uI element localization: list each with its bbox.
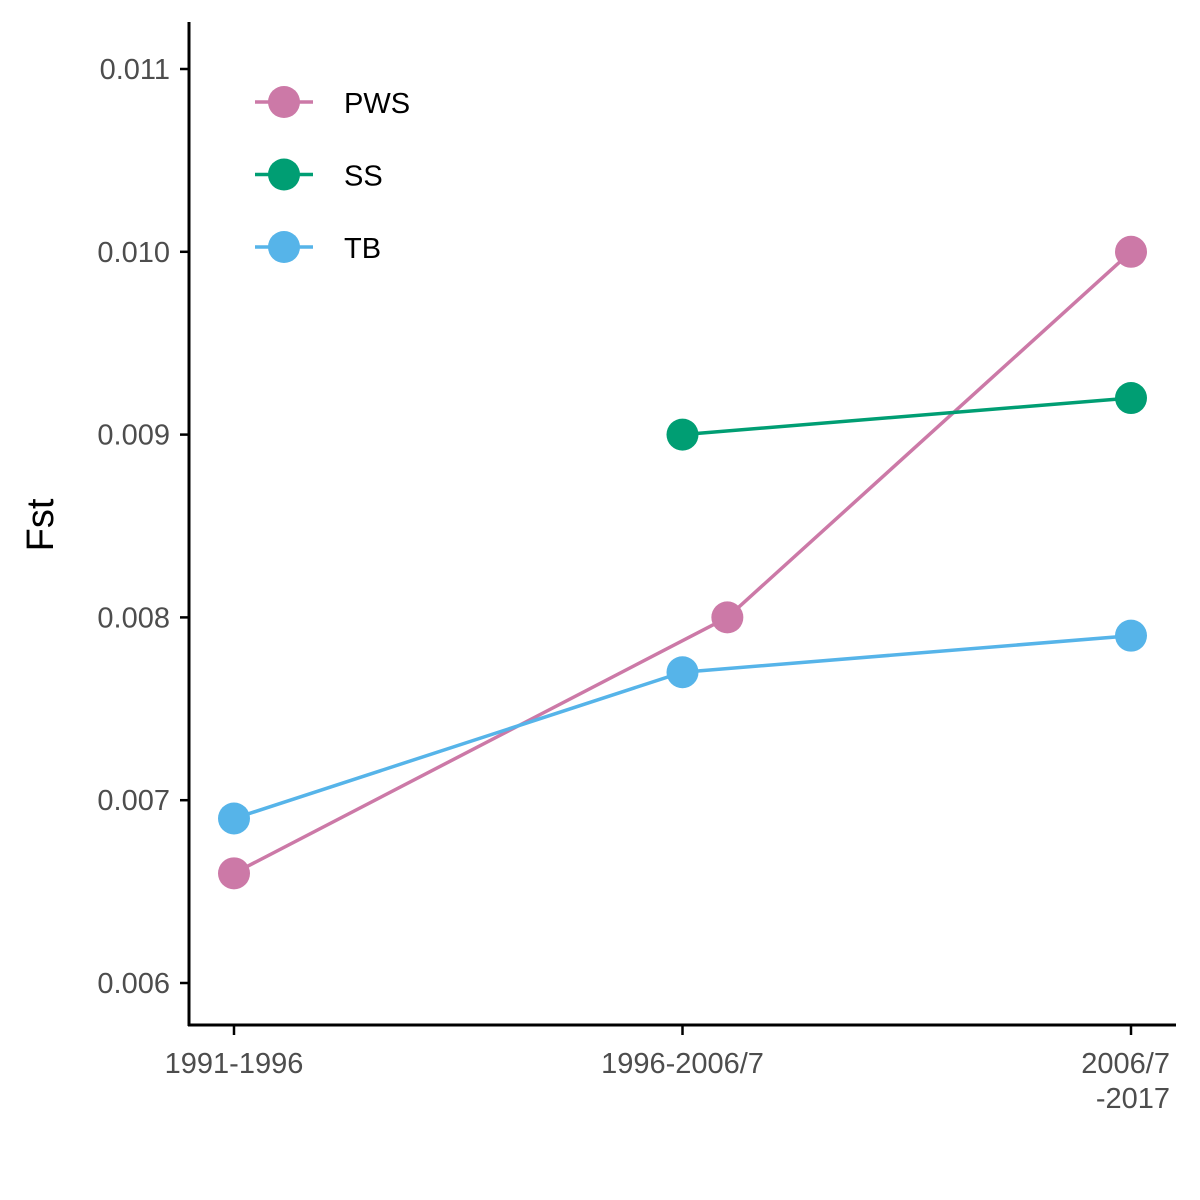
legend-label-ss: SS (344, 161, 383, 193)
series-points (218, 235, 1147, 890)
legend-key-point (268, 231, 300, 263)
legend-label-pws: PWS (344, 88, 410, 120)
x-tick-label: 1996-2006/7 (601, 1048, 764, 1080)
x-tick-label: 1991-1996 (165, 1048, 304, 1080)
series-lines (233, 250, 1133, 875)
data-point-pws (1115, 235, 1147, 268)
data-point-pws (711, 601, 744, 634)
y-tick-label: 0.009 (97, 420, 170, 452)
data-point-tb (666, 656, 699, 689)
y-tick-label: 0.010 (97, 237, 170, 269)
y-axis-title: Fst (20, 498, 62, 551)
series-line-pws (233, 250, 1133, 875)
data-point-tb (218, 802, 250, 835)
data-point-tb (1115, 619, 1147, 652)
y-tick-label: 0.006 (97, 968, 170, 1000)
legend: PWS SS TB (255, 86, 410, 265)
y-tick-label: 0.008 (97, 602, 170, 634)
y-tick-label: 0.011 (100, 54, 170, 86)
x-tick-label: 2006/7 -2017 (1081, 1048, 1170, 1115)
data-point-ss (1115, 382, 1147, 415)
legend-key-point (268, 158, 300, 191)
data-point-pws (218, 857, 250, 890)
legend-label-tb: TB (344, 233, 381, 265)
series-line-ss (682, 396, 1132, 437)
data-point-ss (666, 418, 699, 451)
x-axis-ticks: 1991-1996 1996-2006/7 2006/7 -2017 (165, 1026, 1170, 1115)
y-axis-ticks: 0.006 0.007 0.008 0.009 0.010 0.011 (97, 54, 189, 1000)
legend-key-point (268, 86, 300, 118)
y-tick-label: 0.007 (97, 785, 170, 817)
